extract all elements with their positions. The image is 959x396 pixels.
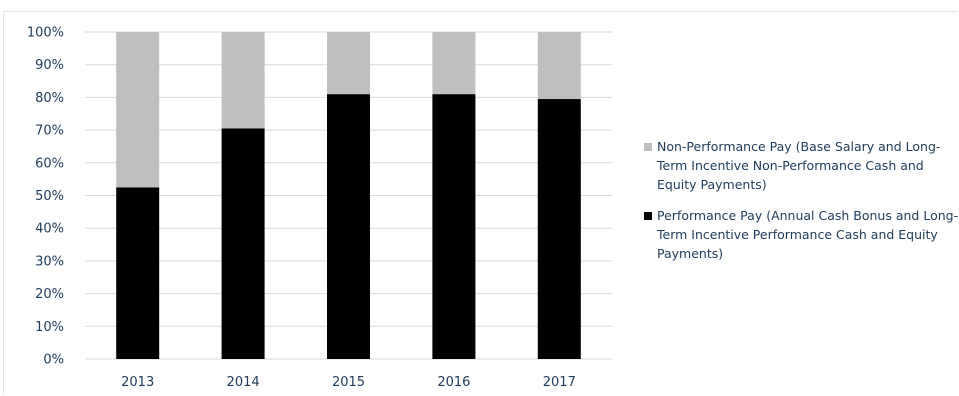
legend-swatch-non-performance-pay (644, 143, 652, 151)
legend-item-non-performance-pay: Non-Performance Pay (Base Salary and Lon… (644, 137, 959, 194)
y-tick-label: 100% (27, 26, 64, 41)
bar-performance-pay (221, 128, 265, 359)
x-tick-label: 2014 (227, 375, 260, 390)
legend-swatch-performance-pay (644, 212, 652, 220)
y-tick-label: 90% (35, 58, 64, 73)
bar-non-performance-pay (537, 32, 581, 100)
y-tick-label: 80% (35, 91, 64, 106)
y-tick-label: 60% (35, 156, 64, 171)
bar-non-performance-pay (221, 32, 265, 129)
legend: Non-Performance Pay (Base Salary and Lon… (644, 137, 959, 275)
x-tick-label: 2013 (121, 375, 154, 390)
bar-non-performance-pay (327, 32, 370, 95)
x-tick-label: 2015 (332, 375, 365, 390)
bar-performance-pay (116, 187, 160, 359)
y-tick-label: 10% (35, 320, 64, 335)
y-tick-label: 20% (35, 287, 64, 302)
y-tick-label: 30% (35, 254, 64, 269)
bar-performance-pay (432, 94, 476, 359)
y-tick-label: 0% (43, 353, 64, 368)
bar-non-performance-pay (432, 32, 476, 95)
y-tick-label: 70% (35, 124, 64, 139)
bar-performance-pay (537, 99, 581, 359)
x-axis-ticks: 2013 2014 2015 2016 2017 (121, 375, 576, 390)
legend-label-performance-pay: Performance Pay (Annual Cash Bonus and L… (657, 208, 959, 261)
bars (116, 32, 581, 359)
bar-non-performance-pay (116, 32, 160, 188)
legend-label-non-performance-pay: Non-Performance Pay (Base Salary and Lon… (657, 139, 941, 192)
y-tick-label: 40% (35, 222, 64, 237)
y-axis-ticks: 0% 10% 20% 30% 40% 50% 60% 70% 80% 90% 100% (27, 26, 64, 368)
x-tick-label: 2016 (437, 375, 470, 390)
legend-item-performance-pay: Performance Pay (Annual Cash Bonus and L… (644, 206, 959, 263)
chart-frame (3, 11, 958, 395)
bar-performance-pay (327, 94, 370, 359)
y-tick-label: 50% (35, 189, 64, 204)
x-tick-label: 2017 (543, 375, 576, 390)
